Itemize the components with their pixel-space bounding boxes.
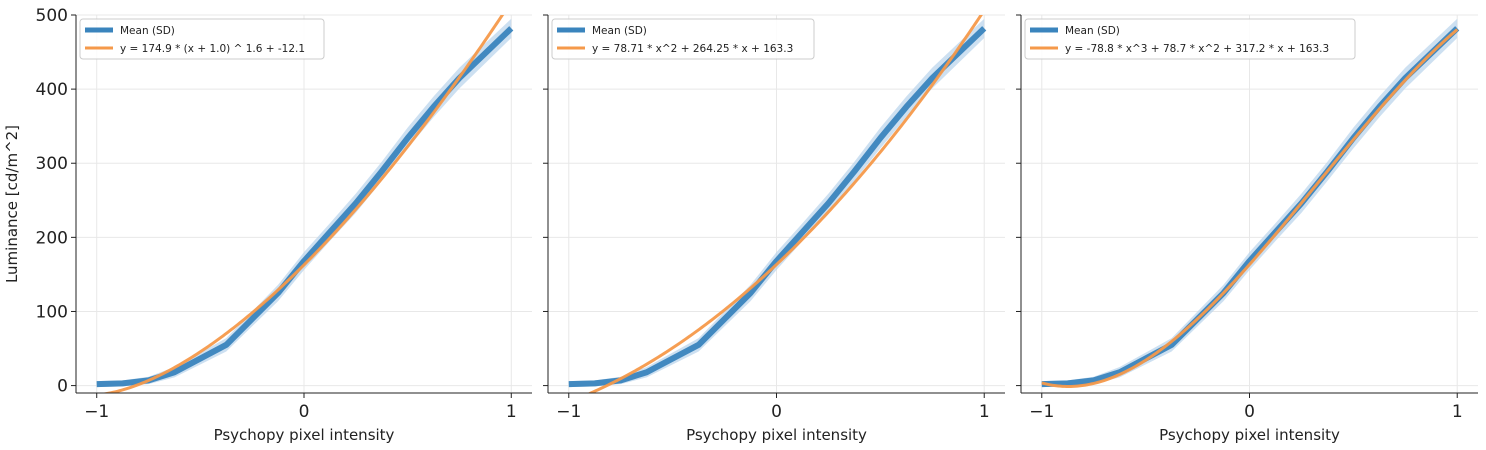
chart-panel-1: 0 100 200 300 400 500 −1 0 1 Psychopy pixel inten… — [36, 6, 532, 444]
y-tick-label: 400 — [36, 80, 68, 100]
x-axis-label: Psychopy pixel intensity — [214, 426, 395, 444]
legend-label-mean: Mean (SD) — [592, 25, 647, 37]
x-tick-label: 1 — [979, 402, 990, 422]
y-tick-label: 200 — [36, 228, 68, 248]
legend-box — [1024, 18, 1356, 60]
y-tick-label: 100 — [36, 302, 68, 322]
legend-label-fit: y = -78.8 * x^3 + 78.7 * x^2 + 317.2 * x… — [1065, 43, 1329, 55]
x-tick-label: 1 — [1452, 402, 1463, 422]
chart-panel-2: −1 0 1 Psychopy pixel intensity Mean (SD) y =… — [543, 14, 1005, 444]
legend-label-mean: Mean (SD) — [1065, 25, 1120, 37]
legend-label-fit: y = 78.71 * x^2 + 264.25 * x + 163.3 — [592, 43, 793, 55]
fit-series-line — [1041, 28, 1459, 388]
legend-label-mean: Mean (SD) — [120, 25, 175, 37]
x-tick-label: 1 — [506, 402, 517, 422]
data-layer — [568, 15, 987, 393]
x-axis-label: Psychopy pixel intensity — [1159, 426, 1340, 444]
x-tick-label: −1 — [556, 402, 581, 422]
legend-box — [551, 18, 815, 60]
x-tick-label: 0 — [1244, 402, 1255, 422]
chart-panel-3: −1 0 1 Psychopy pixel intensity Mean (SD) y =… — [1016, 14, 1478, 444]
y-tick-label: 300 — [36, 154, 68, 174]
data-layer — [96, 15, 514, 393]
mean-series-line — [568, 26, 987, 388]
x-tick-label: −1 — [84, 402, 109, 422]
fit-series-line — [98, 15, 505, 393]
legend-box — [79, 18, 325, 60]
legend: Mean (SD) y = -78.8 * x^3 + 78.7 * x^2 + … — [1024, 18, 1356, 60]
fit-series-line — [587, 15, 983, 393]
data-layer — [1041, 18, 1460, 388]
legend-label-fit: y = 174.9 * (x + 1.0) ^ 1.6 + -12.1 — [120, 43, 305, 55]
y-tick-label: 500 — [36, 6, 68, 26]
y-tick-label: 0 — [57, 377, 68, 397]
x-tick-label: −1 — [1029, 402, 1054, 422]
x-tick-label: 0 — [299, 402, 310, 422]
legend: Mean (SD) y = 78.71 * x^2 + 264.25 * x + … — [551, 18, 815, 60]
y-axis-label: Luminance [cd/m^2] — [3, 125, 21, 283]
x-tick-label: 0 — [771, 402, 782, 422]
legend: Mean (SD) y = 174.9 * (x + 1.0) ^ 1.6 + -… — [79, 18, 325, 60]
x-axis-label: Psychopy pixel intensity — [686, 426, 867, 444]
